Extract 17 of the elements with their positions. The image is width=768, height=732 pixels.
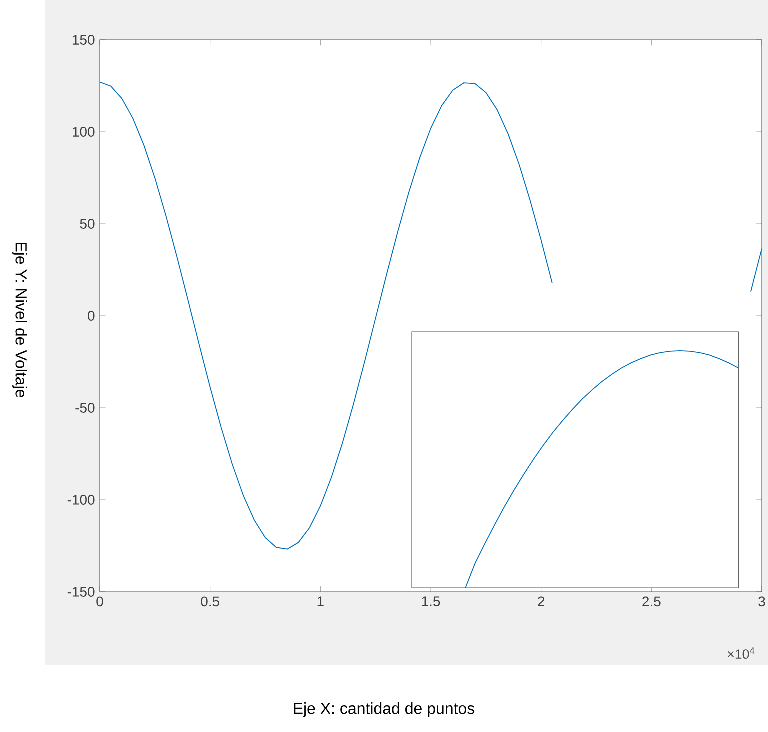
y-tick-label: -100 [68, 495, 95, 505]
y-tick-label: 100 [73, 127, 95, 137]
y-axis-title: Eje Y: Nivel de Voltaje [12, 243, 28, 398]
x-tick-label: 0 [96, 596, 104, 607]
x-tick-label: 3 [758, 596, 766, 607]
x-tick-label: 0.5 [201, 596, 220, 607]
y-tick-label: 0 [88, 311, 95, 321]
text: ×10$^{4}$ [728, 648, 755, 660]
x-axis-title: Eje X: cantidad de puntos [294, 702, 475, 718]
y-tick-label: -150 [68, 587, 95, 597]
y-tick-label: 150 [73, 35, 95, 45]
y-tick-label: 50 [80, 219, 95, 229]
x-tick-label: 1 [318, 596, 324, 606]
x-tick-label: 2.5 [642, 596, 661, 607]
x-tick-label: 2 [538, 596, 545, 606]
y-tick-label: -50 [76, 403, 95, 413]
x-tick-label: 1.5 [422, 596, 440, 606]
